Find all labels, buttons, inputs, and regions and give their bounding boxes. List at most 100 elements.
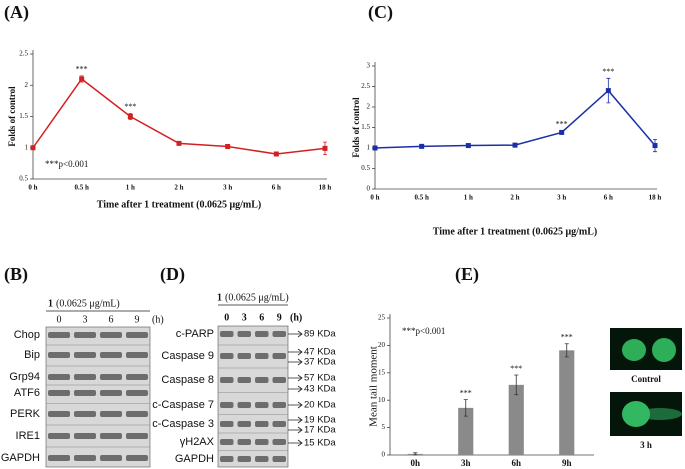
error-bar (564, 343, 569, 358)
arrow (288, 348, 303, 356)
error-bar (413, 452, 418, 456)
band (237, 421, 251, 427)
band (100, 411, 122, 417)
band (272, 439, 286, 445)
band (74, 411, 96, 417)
blot (45, 326, 151, 468)
annotation: *** (561, 333, 573, 342)
size-label: 37 KDa (304, 357, 336, 368)
row-label: c-Caspase 7 (152, 399, 214, 411)
band (272, 331, 286, 337)
size-label: 47 KDa (304, 347, 336, 358)
band (126, 433, 148, 439)
row-label: ATF6 (14, 387, 40, 399)
panel-label: (E) (455, 264, 479, 285)
row-label: Chop (14, 329, 40, 341)
x-tick-label: 18 h (649, 194, 662, 202)
band (220, 377, 234, 383)
blot (217, 325, 289, 468)
x-tick-label: 18 h (319, 184, 332, 192)
band (126, 352, 148, 358)
band (126, 411, 148, 417)
line (374, 89, 656, 149)
x-tick-label: 1 h (464, 194, 473, 202)
x-tick-label: 0.5 h (74, 184, 89, 192)
y-axis-label: Folds of control (351, 97, 361, 158)
y-tick-label: 0.5 (19, 175, 28, 183)
row-label: γH2AX (180, 436, 215, 448)
band (48, 433, 70, 439)
comet-head (652, 338, 676, 362)
band (237, 439, 251, 445)
image-caption: 3 h (640, 440, 652, 450)
row-label: PERK (10, 408, 41, 420)
x-tick-label: 0 h (370, 194, 379, 202)
band (126, 332, 148, 338)
error-bar (463, 399, 468, 417)
compound: 1 (48, 298, 53, 309)
y-tick-label: 15 (378, 368, 386, 376)
band (220, 331, 234, 337)
error-bar (274, 152, 279, 156)
band (220, 353, 234, 359)
y-tick-label: 5 (382, 423, 386, 431)
panel-label: (C) (368, 2, 393, 23)
bar (458, 407, 474, 455)
size-label: 89 KDa (304, 329, 336, 340)
band (48, 352, 70, 358)
x-tick-label: 3 h (223, 184, 232, 192)
panel-label: (D) (160, 264, 185, 285)
time-unit: (h) (152, 314, 164, 325)
y-tick-label: 1 (367, 144, 371, 152)
x-tick-label: 0.5 h (414, 194, 429, 202)
band (74, 433, 96, 439)
x-tick-label: 2 h (174, 184, 183, 192)
size-label: 20 KDa (304, 400, 336, 411)
x-axis-label: Time after 1 treatment (0.0625 μg/mL) (433, 226, 598, 237)
annotation: *** (602, 67, 614, 76)
band (255, 402, 269, 408)
band (74, 352, 96, 358)
y-tick-label: 25 (378, 314, 386, 322)
row-label: c-PARP (176, 328, 214, 340)
note: ***p<0.001 (45, 159, 88, 169)
band (74, 332, 96, 338)
time-label: 6 (259, 312, 264, 323)
row-label: GAPDH (1, 452, 40, 464)
band (237, 402, 251, 408)
arrow (288, 426, 303, 434)
x-tick-label: 0h (410, 458, 420, 468)
band (220, 439, 234, 445)
band (255, 456, 269, 462)
band (100, 455, 122, 461)
y-axis-label: Folds of control (7, 86, 17, 147)
band (48, 390, 70, 396)
band (237, 353, 251, 359)
arrow (288, 439, 303, 447)
band (255, 331, 269, 337)
y-tick-label: 3 (367, 62, 371, 70)
band (272, 456, 286, 462)
band (272, 353, 286, 359)
band (48, 455, 70, 461)
error-bar (514, 374, 519, 396)
band (255, 377, 269, 383)
x-tick-label: 9h (562, 458, 572, 468)
row-label: c-Caspase 3 (152, 418, 214, 430)
band (74, 455, 96, 461)
row-label: Grp94 (9, 371, 40, 383)
band (255, 439, 269, 445)
x-tick-label: 1 h (126, 184, 135, 192)
band (48, 332, 70, 338)
error-bar (128, 112, 133, 121)
comet-head (622, 401, 650, 427)
y-tick-label: 0 (367, 185, 371, 193)
band (126, 455, 148, 461)
annotation: *** (124, 102, 136, 111)
band (272, 402, 286, 408)
error-bar (373, 146, 377, 150)
x-tick-label: 2 h (510, 194, 519, 202)
size-label: 43 KDa (304, 384, 336, 395)
error-bar (177, 141, 181, 146)
